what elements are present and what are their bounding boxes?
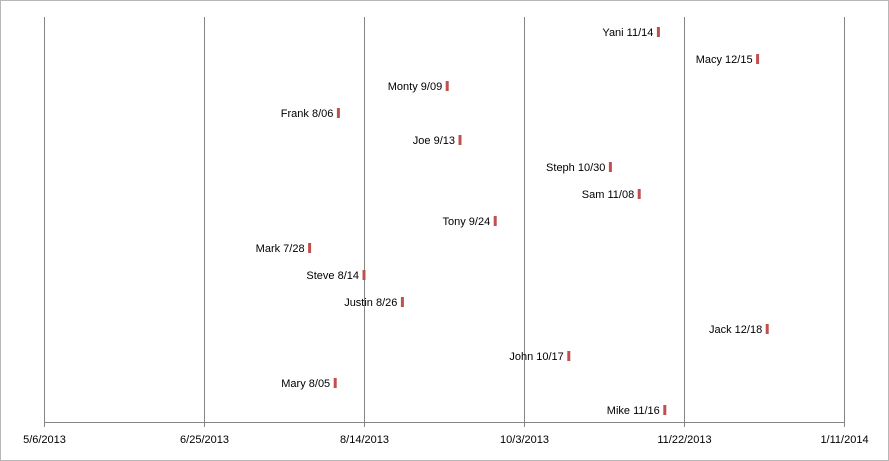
point-marker <box>756 54 760 64</box>
point-marker <box>493 216 497 226</box>
data-point: Justin 8/26 <box>344 297 404 309</box>
data-point: Mary 8/05 <box>281 378 337 390</box>
x-tick-label: 10/3/2013 <box>500 434 549 446</box>
point-label: John 10/17 <box>509 351 563 363</box>
data-point: John 10/17 <box>509 351 571 363</box>
point-marker <box>362 270 366 280</box>
data-point: Monty 9/09 <box>388 81 449 93</box>
data-point: Steph 10/30 <box>546 162 612 174</box>
point-label: Mike 11/16 <box>607 405 660 417</box>
point-marker <box>765 324 769 334</box>
point-label: Sam 11/08 <box>582 189 634 201</box>
data-point: Jack 12/18 <box>709 324 769 336</box>
gridlines <box>44 17 845 422</box>
x-tick-label: 11/22/2013 <box>657 434 711 446</box>
point-label: Mark 7/28 <box>256 243 305 255</box>
data-point: Yani 11/14 <box>602 27 660 39</box>
data-point: Frank 8/06 <box>281 108 340 120</box>
x-tick-label: 1/11/2014 <box>820 434 868 446</box>
data-point: Mike 11/16 <box>607 405 667 417</box>
x-tick-label: 8/14/2013 <box>340 434 389 446</box>
x-tick-label: 5/6/2013 <box>23 434 66 446</box>
point-marker <box>445 81 449 91</box>
x-axis: 5/6/2013 6/25/2013 8/14/2013 10/3/2013 11/22… <box>23 422 869 446</box>
point-marker <box>663 405 667 415</box>
data-point: Sam 11/08 <box>582 189 641 201</box>
point-label: Monty 9/09 <box>388 81 442 93</box>
point-label: Steph 10/30 <box>546 162 605 174</box>
point-label: Justin 8/26 <box>344 297 397 309</box>
point-label: Frank 8/06 <box>281 108 334 120</box>
point-label: Mary 8/05 <box>281 378 330 390</box>
point-label: Jack 12/18 <box>709 324 762 336</box>
point-label: Macy 12/15 <box>696 54 753 66</box>
x-tick-label: 6/25/2013 <box>180 434 229 446</box>
point-label: Tony 9/24 <box>442 216 490 228</box>
data-point: Macy 12/15 <box>696 54 760 66</box>
point-marker <box>400 297 404 307</box>
data-point: Tony 9/24 <box>442 216 497 228</box>
point-label: Steve 8/14 <box>306 270 359 282</box>
point-marker <box>458 135 462 145</box>
point-marker <box>308 243 312 253</box>
point-marker <box>567 351 571 361</box>
point-marker <box>637 189 641 199</box>
point-marker <box>336 108 340 118</box>
point-marker <box>656 27 660 37</box>
point-marker <box>333 378 337 388</box>
point-marker <box>608 162 612 172</box>
data-points: Yani 11/14 Macy 12/15 Monty 9/09 Frank 8/06… <box>256 27 769 417</box>
point-label: Yani 11/14 <box>602 27 653 39</box>
point-label: Joe 9/13 <box>413 135 455 147</box>
data-point: Steve 8/14 <box>306 270 366 282</box>
data-point: Mark 7/28 <box>256 243 312 255</box>
data-point: Joe 9/13 <box>413 135 462 147</box>
